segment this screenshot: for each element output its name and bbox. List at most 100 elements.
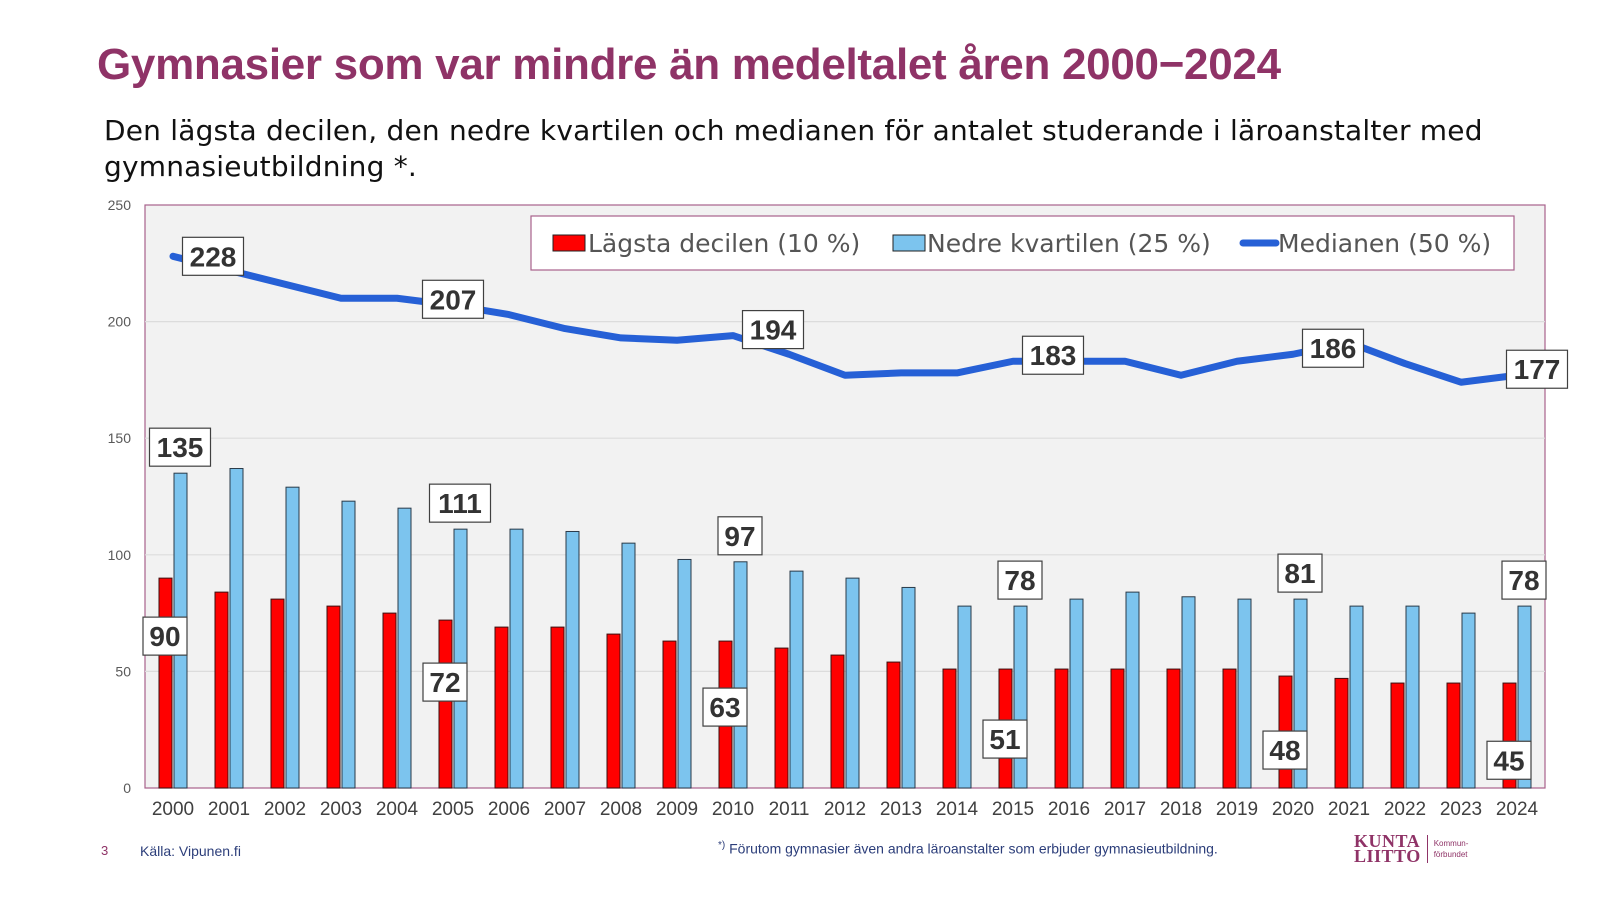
data-label-text: 207: [430, 284, 477, 315]
logo-divider: [1426, 835, 1428, 863]
data-label-box: [1021, 335, 1085, 375]
bar-decile-2017: [1110, 668, 1125, 789]
legend-box: [530, 215, 1515, 271]
bar-decile-2007: [550, 626, 565, 789]
data-label: 81: [1277, 553, 1323, 593]
x-tick-label: 2024: [1496, 799, 1539, 820]
data-label: 194: [741, 309, 805, 350]
bar-decile-2002: [270, 598, 285, 789]
data-label: 78: [997, 560, 1043, 600]
data-label: 228: [181, 236, 245, 276]
data-label: 51: [982, 719, 1028, 759]
x-tick-label: 2009: [656, 799, 698, 820]
bar-quartile-2014: [957, 605, 972, 789]
bar-quartile-2018: [1181, 596, 1196, 789]
x-tick-label: 2000: [152, 799, 194, 820]
data-label-text: 63: [709, 692, 740, 723]
bar-decile-2018: [1166, 668, 1181, 789]
x-tick-label: 2020: [1272, 799, 1314, 820]
data-label-text: 48: [1269, 735, 1300, 766]
data-label-text: 177: [1514, 354, 1561, 385]
data-label: 186: [1301, 328, 1365, 368]
bar-decile-2023: [1446, 682, 1461, 789]
bar-quartile-2007: [565, 530, 580, 789]
data-label: 72: [422, 662, 468, 702]
bar-quartile-2016: [1069, 598, 1084, 789]
data-label: 78: [1501, 560, 1547, 600]
data-label-box: [1262, 730, 1308, 770]
data-label-box: [702, 687, 748, 727]
bar-decile-2005: [438, 619, 453, 789]
data-label: 135: [148, 427, 212, 467]
data-label: 111: [428, 483, 492, 523]
y-tick-label: 200: [108, 314, 132, 330]
bar-decile-2009: [662, 640, 677, 789]
data-label-text: 194: [750, 315, 797, 346]
logo-wordmark: KUNTA LIITTO: [1354, 832, 1421, 865]
x-tick-label: 2007: [544, 799, 586, 820]
data-label-box: [717, 516, 763, 556]
page-number: 3: [101, 843, 109, 858]
bar-decile-2012: [830, 654, 845, 789]
data-label-box: [982, 719, 1028, 759]
bar-quartile-2008: [621, 542, 636, 789]
data-label-box: [1501, 560, 1547, 600]
footnote: *) Förutom gymnasier även andra läroanst…: [718, 840, 1218, 857]
data-label-text: 111: [438, 488, 482, 519]
bar-quartile-2003: [341, 500, 356, 789]
logo-sub2: förbundet: [1433, 850, 1468, 859]
bar-quartile-2019: [1237, 598, 1252, 789]
x-tick-label: 2016: [1048, 799, 1090, 820]
data-label-text: 186: [1310, 333, 1357, 364]
kuntaliitto-logo: KUNTA LIITTO Kommun- förbundet: [1354, 832, 1469, 865]
footnote-mark: *): [718, 840, 726, 851]
data-label-box: [181, 236, 245, 276]
data-label-box: [421, 279, 485, 319]
x-tick-label: 2005: [432, 799, 474, 820]
data-label-box: [142, 616, 188, 656]
chart-legend: Lägsta decilen (10 %) Nedre kvartilen (2…: [530, 215, 1515, 271]
source-text: Källa: Vipunen.fi: [140, 843, 241, 859]
data-label: 63: [702, 687, 748, 727]
bar-quartile-2004: [397, 507, 412, 789]
bar-decile-2019: [1222, 668, 1237, 789]
data-label: 183: [1021, 335, 1085, 375]
data-label-box: [1277, 553, 1323, 593]
bar-quartile-2017: [1125, 591, 1140, 789]
data-label-text: 51: [989, 724, 1020, 755]
x-tick-label: 2012: [824, 799, 866, 820]
data-label-text: 135: [157, 432, 204, 463]
x-tick-label: 2013: [880, 799, 922, 820]
y-tick-label: 150: [108, 430, 132, 446]
plot-area: [144, 204, 1546, 789]
bar-decile-2004: [382, 612, 397, 789]
x-tick-label: 2023: [1440, 799, 1482, 820]
x-tick-label: 2003: [320, 799, 362, 820]
bar-quartile-2022: [1405, 605, 1420, 789]
bar-quartile-2021: [1349, 605, 1364, 789]
slide-subtitle: Den lägsta decilen, den nedre kvartilen …: [104, 114, 1483, 183]
bar-quartile-2009: [677, 558, 692, 789]
bar-quartile-2002: [285, 486, 300, 789]
data-label-text: 45: [1493, 745, 1524, 776]
data-label: 177: [1505, 349, 1569, 389]
x-tick-label: 2006: [488, 799, 530, 820]
bar-decile-2011: [774, 647, 789, 789]
logo-subtext: Kommun- förbundet: [1434, 838, 1469, 860]
bar-quartile-2011: [789, 570, 804, 789]
bar-quartile-2001: [229, 468, 244, 789]
logo-sub1: Kommun-: [1433, 839, 1469, 848]
y-tick-label: 50: [115, 663, 131, 679]
bar-quartile-2010: [733, 561, 748, 789]
y-tick-label: 100: [108, 547, 132, 563]
slide-title: Gymnasier som var mindre än medeltalet å…: [97, 40, 1281, 89]
data-label-text: 90: [149, 621, 180, 652]
bar-quartile-2005: [453, 528, 468, 789]
bar-quartile-2023: [1461, 612, 1476, 789]
data-label-box: [997, 560, 1043, 600]
data-label-box: [148, 427, 212, 467]
bar-decile-2000: [158, 577, 173, 789]
x-tick-label: 2018: [1160, 799, 1202, 820]
footnote-text: Förutom gymnasier även andra läroanstalt…: [725, 840, 1218, 857]
